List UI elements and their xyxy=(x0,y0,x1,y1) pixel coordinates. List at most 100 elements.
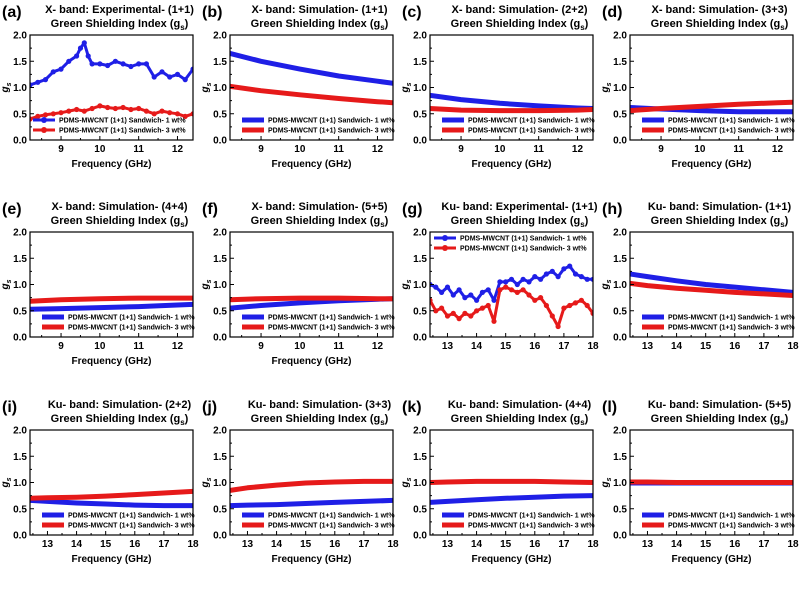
data-point xyxy=(474,308,480,314)
panel-label: (j) xyxy=(202,399,217,416)
y-axis-label-main: g xyxy=(0,86,11,93)
y-axis-label: gs xyxy=(200,279,213,290)
series-line-2 xyxy=(630,280,793,298)
y-tick-label: 0.0 xyxy=(13,531,27,542)
chart-subtitle-close: ) xyxy=(585,413,589,425)
panel-label: (f) xyxy=(202,201,218,218)
x-tick-label: 12 xyxy=(172,144,184,155)
data-point xyxy=(549,268,555,274)
panel-label: (l) xyxy=(602,399,617,416)
y-axis-label-main: g xyxy=(600,283,611,290)
data-point xyxy=(497,279,503,285)
x-tick-label: 10 xyxy=(94,144,106,155)
y-axis-label-sub: s xyxy=(6,82,13,86)
x-tick-label: 11 xyxy=(133,341,144,352)
x-tick-label: 12 xyxy=(372,144,384,155)
y-axis-label-main: g xyxy=(200,481,211,488)
data-point xyxy=(105,62,111,69)
x-tick-label: 10 xyxy=(294,144,306,155)
chart-title: X- band: Simulation- (1+1) xyxy=(252,4,388,16)
data-point xyxy=(532,274,538,280)
x-tick-label: 11 xyxy=(333,341,344,352)
y-axis-label-sub: s xyxy=(206,477,213,481)
legend-label-2: PDMS-MWCNT (1+1) Sandwich- 3 wt% xyxy=(668,325,795,332)
x-tick-label: 10 xyxy=(494,144,506,155)
data-point xyxy=(50,111,56,117)
chart-subtitle: Green Shielding Index (gs) xyxy=(251,215,389,229)
x-axis-label: Frequency (GHz) xyxy=(71,356,151,367)
x-tick-label: 16 xyxy=(529,539,541,550)
data-point xyxy=(66,108,72,114)
chart-panel-e: (e) X- band: Simulation- (4+4) Green Shiel… xyxy=(0,201,195,367)
data-point xyxy=(514,281,520,288)
chart-title: X- band: Simulation- (4+4) xyxy=(52,201,188,213)
chart-subtitle: Green Shielding Index (gs) xyxy=(451,18,589,32)
y-axis-label: gs xyxy=(0,82,13,93)
chart-title: X- band: Simulation- (3+3) xyxy=(652,4,788,16)
data-point xyxy=(555,274,561,280)
x-tick-label: 13 xyxy=(642,341,654,352)
x-tick-label: 15 xyxy=(700,539,712,550)
data-point xyxy=(151,74,157,80)
series-line-1 xyxy=(630,271,793,295)
data-point xyxy=(66,58,72,64)
legend-label-2: PDMS-MWCNT (1+1) Sandwich- 3 wt% xyxy=(68,325,195,332)
chart-panel-a: (a) X- band: Experimental- (1+1) Green Shi… xyxy=(0,4,194,170)
data-point xyxy=(549,313,555,319)
data-point xyxy=(561,266,567,272)
x-tick-label: 11 xyxy=(333,144,344,155)
data-point xyxy=(456,287,462,293)
chart-title: Ku- band: Experimental- (1+1) xyxy=(441,201,598,213)
chart-subtitle: Green Shielding Index (gs) xyxy=(451,215,589,229)
data-point xyxy=(77,45,84,51)
data-point xyxy=(112,105,118,112)
data-point xyxy=(572,271,579,277)
chart-subtitle: Green Shielding Index (gs) xyxy=(651,215,789,229)
x-tick-label: 14 xyxy=(271,539,283,550)
panel-label: (h) xyxy=(602,201,622,218)
x-tick-label: 16 xyxy=(529,341,541,352)
y-tick-label: 2.0 xyxy=(413,228,427,239)
chart-subtitle-main: Green Shielding Index (g xyxy=(651,413,781,425)
series-line-2 xyxy=(430,106,593,114)
y-tick-label: 2.0 xyxy=(213,31,227,42)
data-point xyxy=(35,113,41,119)
data-point xyxy=(120,104,126,111)
data-point xyxy=(167,110,173,116)
y-axis-label-sub: s xyxy=(406,82,413,86)
data-point xyxy=(120,61,126,67)
series-line-1 xyxy=(430,493,593,505)
data-point xyxy=(143,61,149,67)
y-tick-label: 1.0 xyxy=(413,83,427,94)
chart-subtitle-sub: s xyxy=(780,220,785,229)
y-axis-label-sub: s xyxy=(206,82,213,86)
y-axis-label: gs xyxy=(600,477,613,488)
data-point xyxy=(543,302,550,309)
panel-label: (c) xyxy=(402,4,422,21)
y-tick-label: 0.5 xyxy=(213,504,227,515)
chart-panel-l: (l) Ku- band: Simulation- (5+5) Green Shie… xyxy=(600,399,799,565)
chart-subtitle-close: ) xyxy=(785,18,789,30)
y-tick-label: 1.5 xyxy=(213,452,227,463)
data-point xyxy=(136,105,142,112)
y-axis-label-sub: s xyxy=(6,477,13,481)
legend-label-1: PDMS-MWCNT (1+1) Sandwich- 1 wt% xyxy=(668,513,795,520)
y-tick-label: 0.0 xyxy=(613,333,627,344)
x-tick-label: 12 xyxy=(172,341,184,352)
chart-panel-h: (h) Ku- band: Simulation- (1+1) Green Shie… xyxy=(600,201,799,352)
x-tick-label: 9 xyxy=(58,144,64,155)
y-axis-label-sub: s xyxy=(406,279,413,283)
y-tick-label: 1.5 xyxy=(13,254,27,265)
data-point xyxy=(462,295,468,301)
data-point xyxy=(503,279,509,285)
data-point xyxy=(143,108,149,114)
x-tick-label: 13 xyxy=(642,539,654,550)
series-line-2 xyxy=(30,488,193,501)
data-point xyxy=(58,66,64,72)
y-tick-label: 0.0 xyxy=(13,136,27,147)
series-line-2 xyxy=(230,83,393,106)
data-point xyxy=(578,297,585,303)
y-tick-label: 2.0 xyxy=(413,31,427,42)
x-axis-label: Frequency (GHz) xyxy=(471,159,551,170)
y-axis-label-main: g xyxy=(600,86,611,93)
